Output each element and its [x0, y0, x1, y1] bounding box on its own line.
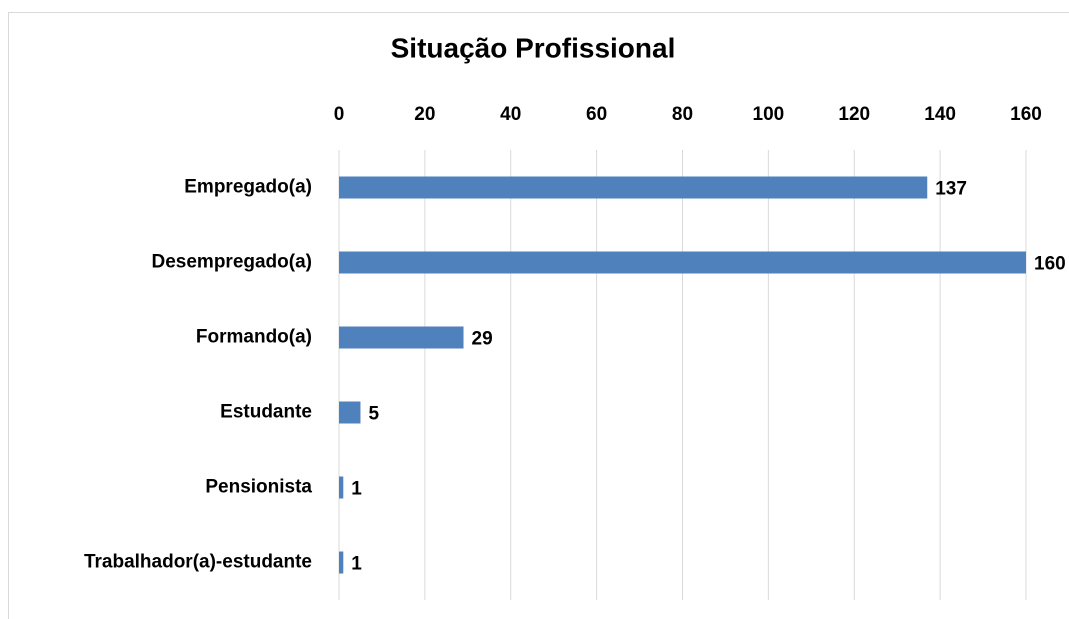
x-tick-label: 140	[924, 104, 956, 125]
data-label: 5	[368, 404, 379, 425]
chart-frame	[8, 12, 1069, 619]
bar	[339, 401, 361, 424]
data-label: 29	[472, 329, 493, 350]
x-tick-label: 0	[334, 104, 345, 125]
data-label: 1	[351, 554, 362, 575]
data-label: 1	[351, 479, 362, 500]
y-tick-label: Formando(a)	[196, 327, 312, 348]
x-tick-label: 60	[586, 104, 607, 125]
bar	[339, 326, 464, 349]
bar	[339, 251, 1026, 274]
chart-title: Situação Profissional	[391, 32, 676, 63]
y-tick-label: Pensionista	[205, 477, 312, 498]
y-tick-label: Trabalhador(a)-estudante	[84, 552, 312, 573]
data-label: 160	[1034, 254, 1066, 275]
y-tick-label: Estudante	[220, 402, 312, 423]
x-tick-label: 80	[672, 104, 693, 125]
x-tick-label: 160	[1010, 104, 1042, 125]
bar	[339, 551, 344, 574]
y-tick-label: Desempregado(a)	[152, 252, 313, 273]
x-tick-label: 120	[838, 104, 870, 125]
x-tick-label: 40	[500, 104, 521, 125]
x-tick-label: 20	[414, 104, 435, 125]
bar	[339, 476, 344, 499]
x-tick-label: 100	[753, 104, 785, 125]
bar	[339, 176, 928, 199]
data-label: 137	[935, 179, 967, 200]
y-tick-label: Empregado(a)	[184, 177, 312, 198]
